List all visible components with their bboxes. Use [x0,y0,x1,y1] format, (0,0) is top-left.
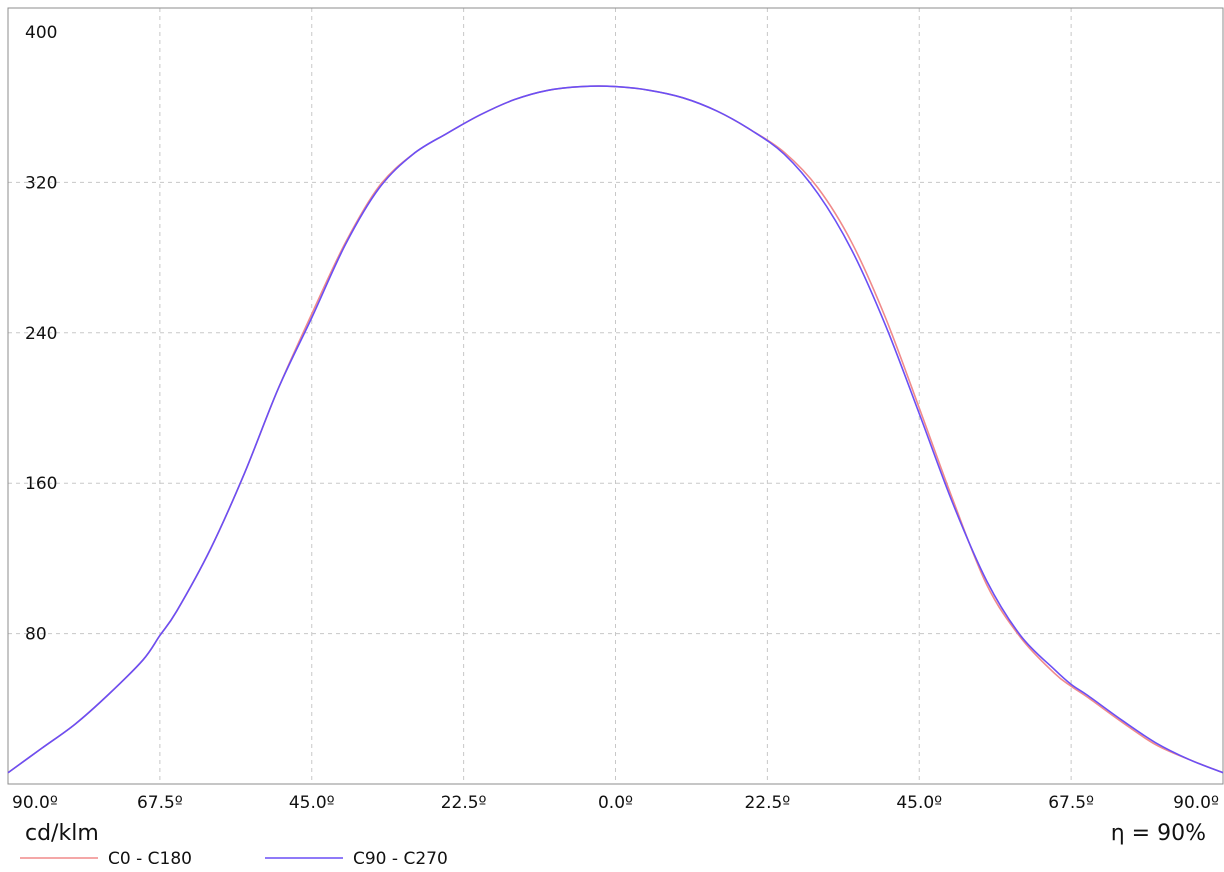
x-tick-label-3: 22.5º [441,793,487,813]
x-tick-label-1: 67.5º [137,793,183,813]
series-group [8,86,1223,773]
x-tick-label-5: 22.5º [744,793,790,813]
y-tick-label-240: 240 [25,324,57,344]
y-axis-tick-labels: 80 160 240 320 400 [25,23,57,645]
grid [8,8,1223,784]
x-tick-label-4: 0.0º [598,793,633,813]
series-line-c90-c270 [8,86,1223,773]
series-line-c0-c180 [8,86,1223,773]
x-tick-label-6: 45.0º [896,793,942,813]
legend-label-c90-c270: C90 - C270 [353,849,448,869]
legend: C0 - C180 C90 - C270 [20,849,448,869]
unit-label: cd/klm [25,821,99,846]
x-tick-label-0: 90.0º [12,793,58,813]
y-tick-label-160: 160 [25,474,57,494]
y-tick-label-400: 400 [25,23,57,43]
y-tick-label-80: 80 [25,625,47,645]
x-tick-label-2: 45.0º [289,793,335,813]
legend-label-c0-c180: C0 - C180 [108,849,192,869]
efficiency-label: η = 90% [1111,821,1206,846]
y-tick-label-320: 320 [25,173,57,193]
x-tick-label-8: 90.0º [1173,793,1219,813]
x-tick-label-7: 67.5º [1048,793,1094,813]
x-axis-tick-labels: 90.0º 67.5º 45.0º 22.5º 0.0º 22.5º 45.0º 67.5º 9… [12,793,1219,813]
